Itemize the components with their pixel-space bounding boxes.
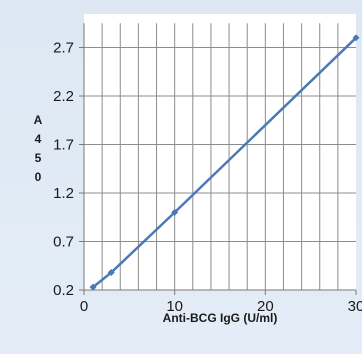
data-point — [89, 283, 97, 291]
y-tick-label: 1.2 — [53, 185, 74, 202]
plot-area — [84, 14, 356, 290]
y-axis-label-char: 4 — [35, 132, 42, 146]
y-axis-label-char: 0 — [35, 170, 42, 184]
data-point — [352, 34, 360, 42]
x-tick-label: 30 — [348, 298, 362, 315]
series-line — [92, 36, 357, 289]
y-tick-label: 0.2 — [53, 282, 74, 299]
x-tick-label: 20 — [257, 298, 274, 315]
y-axis-label-char: 5 — [35, 151, 42, 165]
data-point — [171, 208, 179, 216]
x-tick-label: 10 — [166, 298, 183, 315]
y-axis-label: A 4 5 0 — [34, 113, 43, 184]
y-tick-label: 0.7 — [53, 234, 74, 251]
y-axis-ticks: 0.2 0.7 1.2 1.7 2.2 2.7 — [53, 40, 84, 299]
vertical-gridlines — [101, 23, 339, 290]
horizontal-gridlines — [83, 23, 356, 291]
y-tick-label: 1.7 — [53, 137, 74, 154]
y-axis-label-char: A — [34, 113, 43, 127]
data-point — [107, 269, 115, 277]
series-group — [89, 34, 360, 291]
y-tick-label: 2.7 — [53, 40, 74, 57]
x-axis-label: Anti-BCG IgG (U/ml) — [163, 311, 278, 325]
x-tick-label: 0 — [80, 298, 88, 315]
x-axis-ticks: 0 10 20 30 — [80, 290, 362, 315]
y-tick-label: 2.2 — [53, 88, 74, 105]
